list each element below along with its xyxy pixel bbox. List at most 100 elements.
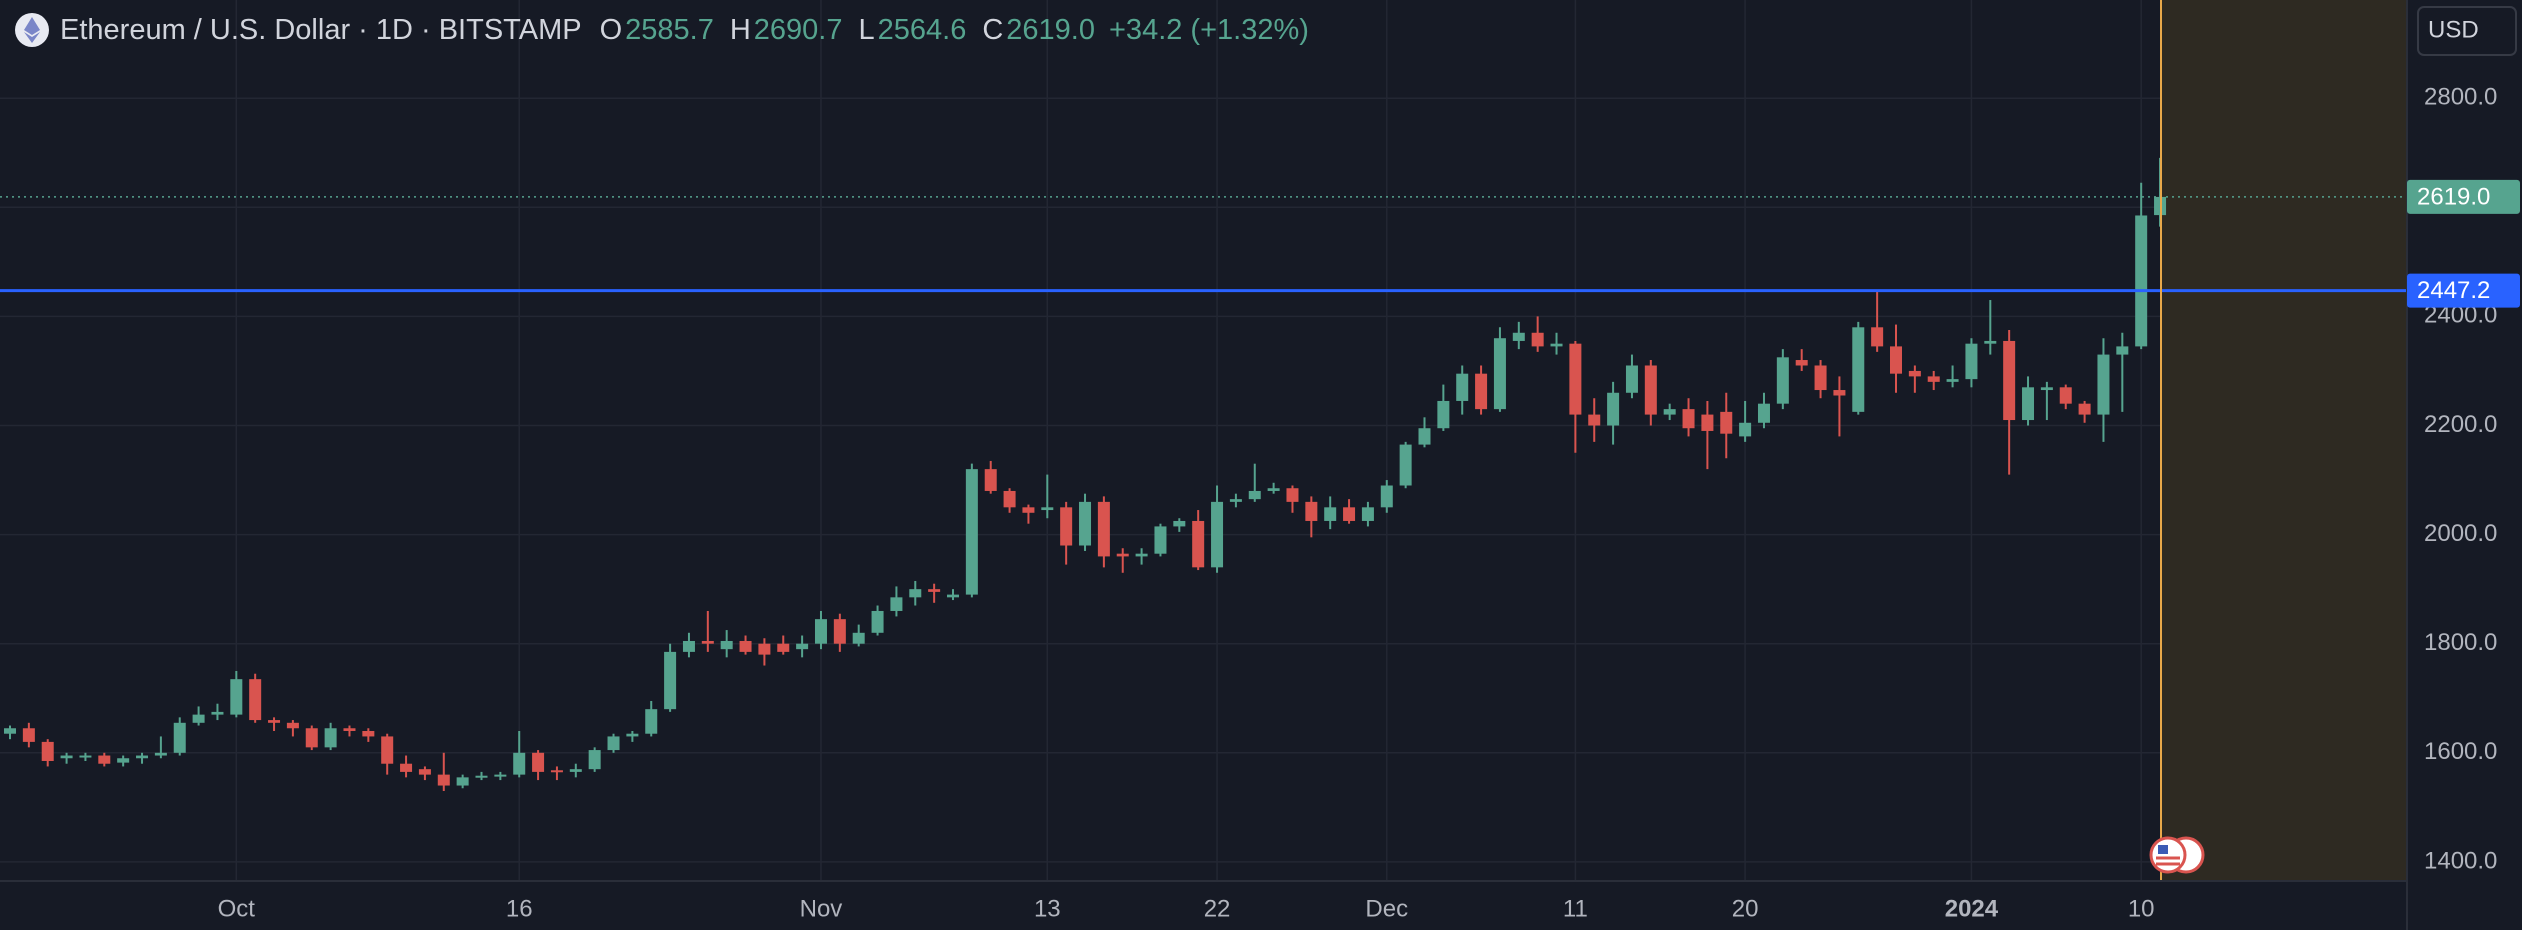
y-tick-label: 2200.0: [2424, 411, 2497, 438]
grid: [0, 0, 2407, 881]
ohlc-key: O: [600, 14, 623, 46]
currency-label[interactable]: USD: [2428, 16, 2479, 43]
price-labels: 2447.2 2619.0: [2407, 179, 2520, 308]
candle-body: [2059, 387, 2072, 404]
candle-body: [1984, 340, 1997, 344]
candle-body: [588, 750, 601, 770]
candle-body: [400, 763, 413, 772]
candle-body: [2078, 403, 2091, 415]
candle-body: [362, 730, 375, 737]
candle-body: [418, 769, 431, 775]
candle-body: [381, 736, 394, 764]
x-tick-label: Oct: [218, 895, 256, 922]
candle-body: [513, 752, 526, 775]
candle-body: [324, 728, 337, 748]
candle-body: [1173, 520, 1186, 527]
price-label-box: [2407, 179, 2520, 214]
y-tick-label: 2800.0: [2424, 84, 2497, 111]
x-tick-label: 11: [1563, 895, 1588, 922]
candle-body: [1946, 379, 1959, 382]
symbol-title: Ethereum / U.S. Dollar · 1D · BITSTAMP: [60, 14, 582, 46]
candle-body: [1720, 411, 1733, 434]
candle-body: [1795, 360, 1808, 366]
candle-body: [1927, 376, 1940, 382]
candle-body: [1267, 488, 1280, 491]
x-tick-label: 20: [1732, 895, 1759, 922]
x-tick-label: 10: [2128, 895, 2155, 922]
candle-body: [1569, 343, 1582, 415]
x-tick-label: Nov: [800, 895, 843, 922]
y-tick-label: 2000.0: [2424, 520, 2497, 547]
price-label-box: [2407, 273, 2520, 308]
candle-body: [833, 619, 846, 644]
ohlc-value: 2564.6: [878, 14, 967, 46]
candle-body: [60, 755, 73, 759]
candle-body: [211, 711, 224, 715]
candle-body: [98, 755, 111, 764]
candle-body: [1757, 403, 1770, 423]
header-text: Ethereum / U.S. Dollar · 1D · BITSTAMP O 2…: [60, 14, 1309, 46]
candle-body: [1324, 507, 1337, 521]
candle-body: [1908, 370, 1921, 377]
candle-body: [1003, 490, 1016, 508]
candle-body: [1399, 444, 1412, 486]
candle-body: [1060, 507, 1073, 546]
candle-body: [1814, 365, 1827, 391]
y-tick-label: 1400.0: [2424, 847, 2497, 874]
x-tick-label: 22: [1204, 895, 1231, 922]
candle-body: [550, 770, 563, 773]
candle-body: [758, 643, 771, 655]
candle-body: [2003, 340, 2016, 421]
candle-body: [268, 720, 281, 723]
candle-body: [682, 640, 695, 652]
event-flag[interactable]: [2149, 836, 2187, 874]
candle-body: [1588, 414, 1601, 426]
candle-body: [1625, 365, 1638, 393]
candle-body: [909, 589, 922, 598]
candle-body: [1607, 392, 1620, 426]
candle-body: [1116, 553, 1129, 557]
x-tick-label: 13: [1034, 895, 1061, 922]
candle-body: [2040, 387, 2053, 391]
candle-body: [1437, 400, 1450, 429]
currency-button[interactable]: [2417, 6, 2517, 56]
candle-body: [626, 733, 639, 737]
candle-body: [1305, 501, 1318, 521]
candle-body: [1343, 507, 1356, 521]
candle-body: [1248, 490, 1261, 500]
candle-body: [437, 774, 450, 786]
x-tick-label: 2024: [1945, 895, 1999, 922]
candle-body: [192, 714, 205, 723]
candle-body: [664, 651, 677, 710]
candle-body: [777, 643, 790, 652]
candle-body: [1475, 373, 1488, 410]
header: Ethereum / U.S. Dollar · 1D · BITSTAMP O 2…: [15, 13, 1309, 47]
change-value: +34.2 (+1.32%): [1109, 14, 1309, 46]
candle-body: [4, 728, 16, 734]
candle-body: [79, 755, 92, 758]
candle-body: [1079, 501, 1092, 546]
price-label: 2447.2: [2417, 277, 2490, 304]
flag-canton: [2158, 845, 2168, 854]
candle-body: [1965, 343, 1978, 380]
candle-body: [2022, 387, 2035, 421]
candle-body: [852, 632, 865, 644]
candle-body: [1418, 428, 1431, 445]
candle-body: [1890, 346, 1902, 374]
candle-body: [947, 594, 959, 598]
candle-body: [1211, 501, 1224, 568]
candle-body: [343, 728, 356, 731]
candle-body: [645, 709, 658, 734]
candle-body: [532, 752, 545, 772]
candle-body: [305, 728, 318, 748]
candle-body: [1512, 332, 1525, 341]
candle-body: [2097, 354, 2110, 415]
axes: 1400.01600.01800.02000.02200.02400.02600…: [218, 84, 2498, 923]
candle-body: [230, 679, 243, 715]
candle-body: [1456, 373, 1469, 401]
candle-body: [720, 640, 733, 650]
future-range: [2161, 0, 2407, 881]
candle-body: [494, 774, 507, 777]
